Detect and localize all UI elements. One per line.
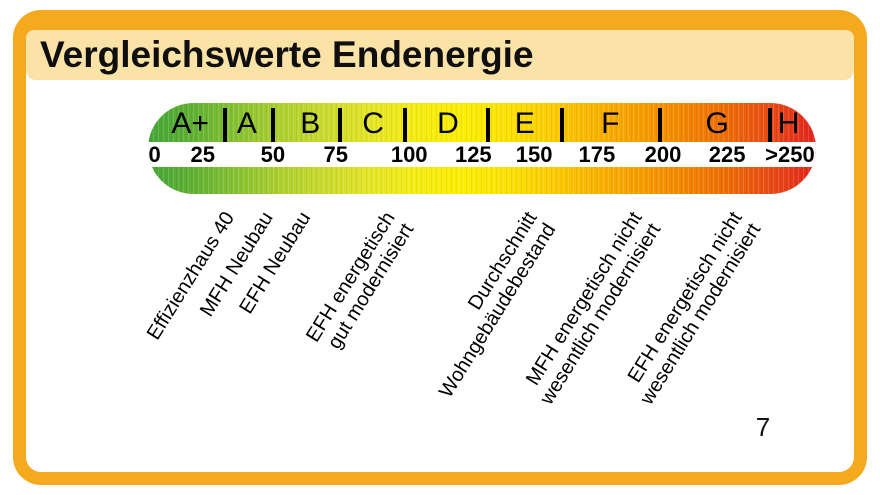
scale-tick-label: 175 (578, 142, 616, 167)
scale-class-divider (270, 108, 275, 142)
scale-class-letter: D (437, 107, 459, 140)
scale-class-divider (657, 108, 662, 142)
scale-axis-band: 0 25 50 75 100 125 150 175 200 225 >250 (148, 142, 816, 167)
scale-tick-label: 125 (454, 142, 492, 167)
scale-class-letter: H (777, 107, 800, 140)
scale-tick-label: 150 (515, 142, 553, 167)
page-title: Vergleichswerte Endenergie (40, 34, 534, 75)
scale-class-letter: A+ (171, 107, 209, 140)
scale-class-divider (560, 108, 565, 142)
scale-class-letter: B (300, 107, 321, 140)
scale-tick-label: 100 (390, 142, 428, 167)
scale-tick-label: 225 (708, 142, 746, 167)
scale-tick-label: 50 (260, 142, 286, 167)
scale-class-divider (337, 108, 342, 142)
scale-class-letter: F (601, 107, 620, 140)
scale-class-letter: A (236, 107, 257, 140)
scale-tick-label: >250 (765, 142, 815, 167)
scale-class-divider (767, 108, 772, 142)
scale-class-letter: E (514, 107, 535, 140)
page-number: 7 (755, 412, 771, 442)
comparison-marker-label: EFH energetisch gut modernisiert (302, 208, 419, 353)
scale-tick-label: 25 (190, 142, 216, 167)
energy-class-scale: 0 25 50 75 100 125 150 175 200 225 >250 A+ A B C D E F G H (148, 103, 816, 194)
scale-class-divider (486, 108, 490, 142)
scale-tick-label: 0 (148, 142, 161, 167)
scale-class-letter: C (362, 107, 384, 140)
title-bar: Vergleichswerte Endenergie (26, 30, 854, 80)
scale-tick-label: 75 (323, 142, 348, 167)
scale-class-letter: G (705, 107, 729, 140)
card: Vergleichswerte Endenergie 0 25 50 75 100 125… (13, 10, 867, 485)
scale-class-divider (403, 108, 408, 142)
scale-class-divider (222, 108, 227, 142)
scale-tick-label: 200 (644, 142, 682, 167)
